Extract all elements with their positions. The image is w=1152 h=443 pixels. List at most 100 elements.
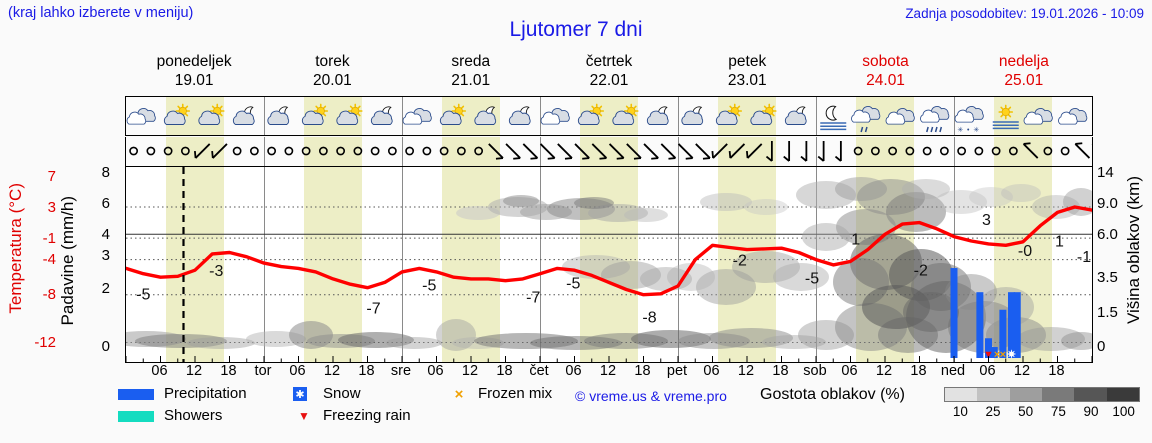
ticksCloud-tick-1: 9.0	[1097, 194, 1118, 212]
day-separator-3	[540, 97, 541, 135]
wind-barb	[193, 143, 211, 159]
precipitation-bar	[990, 347, 998, 358]
cloud-density-blob	[935, 190, 987, 214]
day-date: 24.01	[866, 72, 905, 89]
wind-barb	[800, 141, 808, 162]
temperature-point-label: -3	[209, 263, 223, 280]
wind-barb-calm	[1043, 146, 1053, 156]
day-separator-4	[678, 137, 679, 166]
wind-barb	[626, 143, 642, 160]
precipitation-bar	[999, 309, 1007, 358]
temperature-point-label: -5	[422, 277, 436, 294]
wind-barb-calm	[974, 146, 984, 156]
wind-barb-calm	[1060, 146, 1070, 156]
wind-barb	[643, 143, 659, 160]
x-tick-18: 18	[772, 363, 789, 379]
precipitation-bar	[1008, 292, 1015, 358]
x-tick-06: 06	[289, 363, 306, 379]
plot-canvas: ▼ × × ✷-5-3-7-5-7-5-8-2-51-23-01-1	[126, 167, 1092, 362]
cloud-ramp-cell-3	[1041, 388, 1075, 401]
wind-barb	[677, 143, 694, 160]
x-tick-18: 18	[1048, 363, 1065, 379]
cloud-density-blob	[1001, 184, 1041, 202]
cloud-ramp-label-50: 50	[1018, 404, 1034, 419]
precip-marker-freezing_rain: ▼	[983, 349, 994, 361]
ticksPrec-tick-4: 2	[101, 280, 110, 298]
sky-icons: ✳ • ✳	[126, 103, 1088, 134]
location-hint[interactable]: (kraj lahko izberete v meniju)	[8, 5, 194, 21]
x-axis-tick-labels: 06 12 18 tor 06 12 18 sre 06 12 18 čet 06 12 18 pet 06 12…	[125, 363, 1093, 383]
copyright-label[interactable]: © vreme.us & vreme.pro	[575, 388, 727, 404]
cloud-density-blob	[601, 261, 661, 289]
temperature-point-label: 1	[851, 232, 860, 249]
x-tick-12: 12	[1013, 363, 1031, 379]
cloud-density-blob	[574, 197, 614, 209]
x-tick-12: 12	[461, 363, 479, 379]
day-separator-3	[540, 167, 541, 362]
sky-icon-cloudy	[126, 108, 156, 125]
wind-barb	[557, 143, 573, 160]
wind-barb-calm	[180, 146, 190, 156]
ticksTemp-tick-0: 7	[47, 167, 56, 185]
daylight-band-2	[442, 137, 500, 166]
x-tick-12: 12	[737, 363, 755, 379]
x-tick-06: 06	[841, 363, 858, 379]
svg-text:✱: ✱	[295, 389, 304, 401]
sky-icon-cloudy	[540, 108, 570, 125]
wind-barb	[211, 143, 228, 159]
wind-barb-calm	[353, 146, 363, 156]
legend-snow: ✱ Snow	[293, 385, 361, 402]
day-name: četrtek	[585, 53, 633, 70]
x-tick-12: 12	[599, 363, 617, 379]
cloud-density-blob	[709, 328, 793, 348]
wind-barb-calm	[939, 146, 949, 156]
wind-barb-calm	[336, 146, 346, 156]
sky-icon-partly-moon	[681, 106, 704, 125]
sky-icon-partly-moon	[508, 106, 531, 125]
legend-showers: Showers	[118, 407, 222, 424]
day-name: sreda	[451, 53, 491, 70]
day-separator-6	[954, 167, 955, 362]
day-separator-1	[264, 97, 265, 135]
cloud-density-blob	[762, 335, 826, 349]
sky-icon-partly-moon	[267, 106, 290, 125]
wind-barb-calm	[301, 146, 311, 156]
x-tick-18: 18	[634, 363, 651, 379]
wind-barb	[522, 143, 539, 160]
wind-barb-calm	[267, 146, 277, 156]
cloud-density-blob	[135, 334, 227, 348]
wind-barb	[817, 141, 825, 162]
wind-barb-calm	[439, 146, 449, 156]
day-date: 21.01	[451, 72, 491, 89]
sky-icon-cloudy	[885, 108, 915, 125]
wind-barb-calm	[129, 146, 139, 156]
sky-icon-partly-moon	[370, 106, 393, 125]
wind-barb	[711, 143, 728, 159]
sky-icon-partly-moon	[646, 106, 669, 125]
temperature-line	[126, 205, 1092, 297]
cloud-density-blob	[903, 292, 959, 332]
ticksPrec-tick-3: 3	[101, 247, 110, 265]
sky-icon-partly-sunny	[715, 103, 743, 125]
cloud-density-blob	[1017, 327, 1085, 351]
cloud-density-blob	[700, 193, 752, 211]
x-tick-čet: čet	[529, 363, 549, 379]
wind-barb	[574, 143, 590, 160]
cloud-ramp-cell-2	[1009, 388, 1042, 401]
wind-barb-calm	[422, 146, 432, 156]
cloud-ramp-cell-5	[1106, 388, 1139, 401]
day-name: petek	[728, 53, 767, 70]
cloud-density-blob	[436, 319, 476, 351]
sky-icon-partly-sunny	[439, 103, 467, 125]
x-tick-18: 18	[220, 363, 237, 379]
sky-icon-partly-sunny	[198, 103, 225, 125]
day-header-0: ponedeljek 19.01	[125, 52, 263, 92]
x-tick-06: 06	[565, 363, 582, 379]
sky-icon-partly-moon	[232, 106, 255, 125]
temperature-point-label: -2	[914, 262, 928, 279]
day-name: ponedeljek	[156, 53, 232, 70]
x-tick-06: 06	[703, 363, 720, 379]
cloud-density-blob	[773, 263, 829, 291]
legend-snow-label: Snow	[323, 385, 361, 402]
sky-condition-icons-row: ✳ • ✳	[125, 96, 1093, 136]
